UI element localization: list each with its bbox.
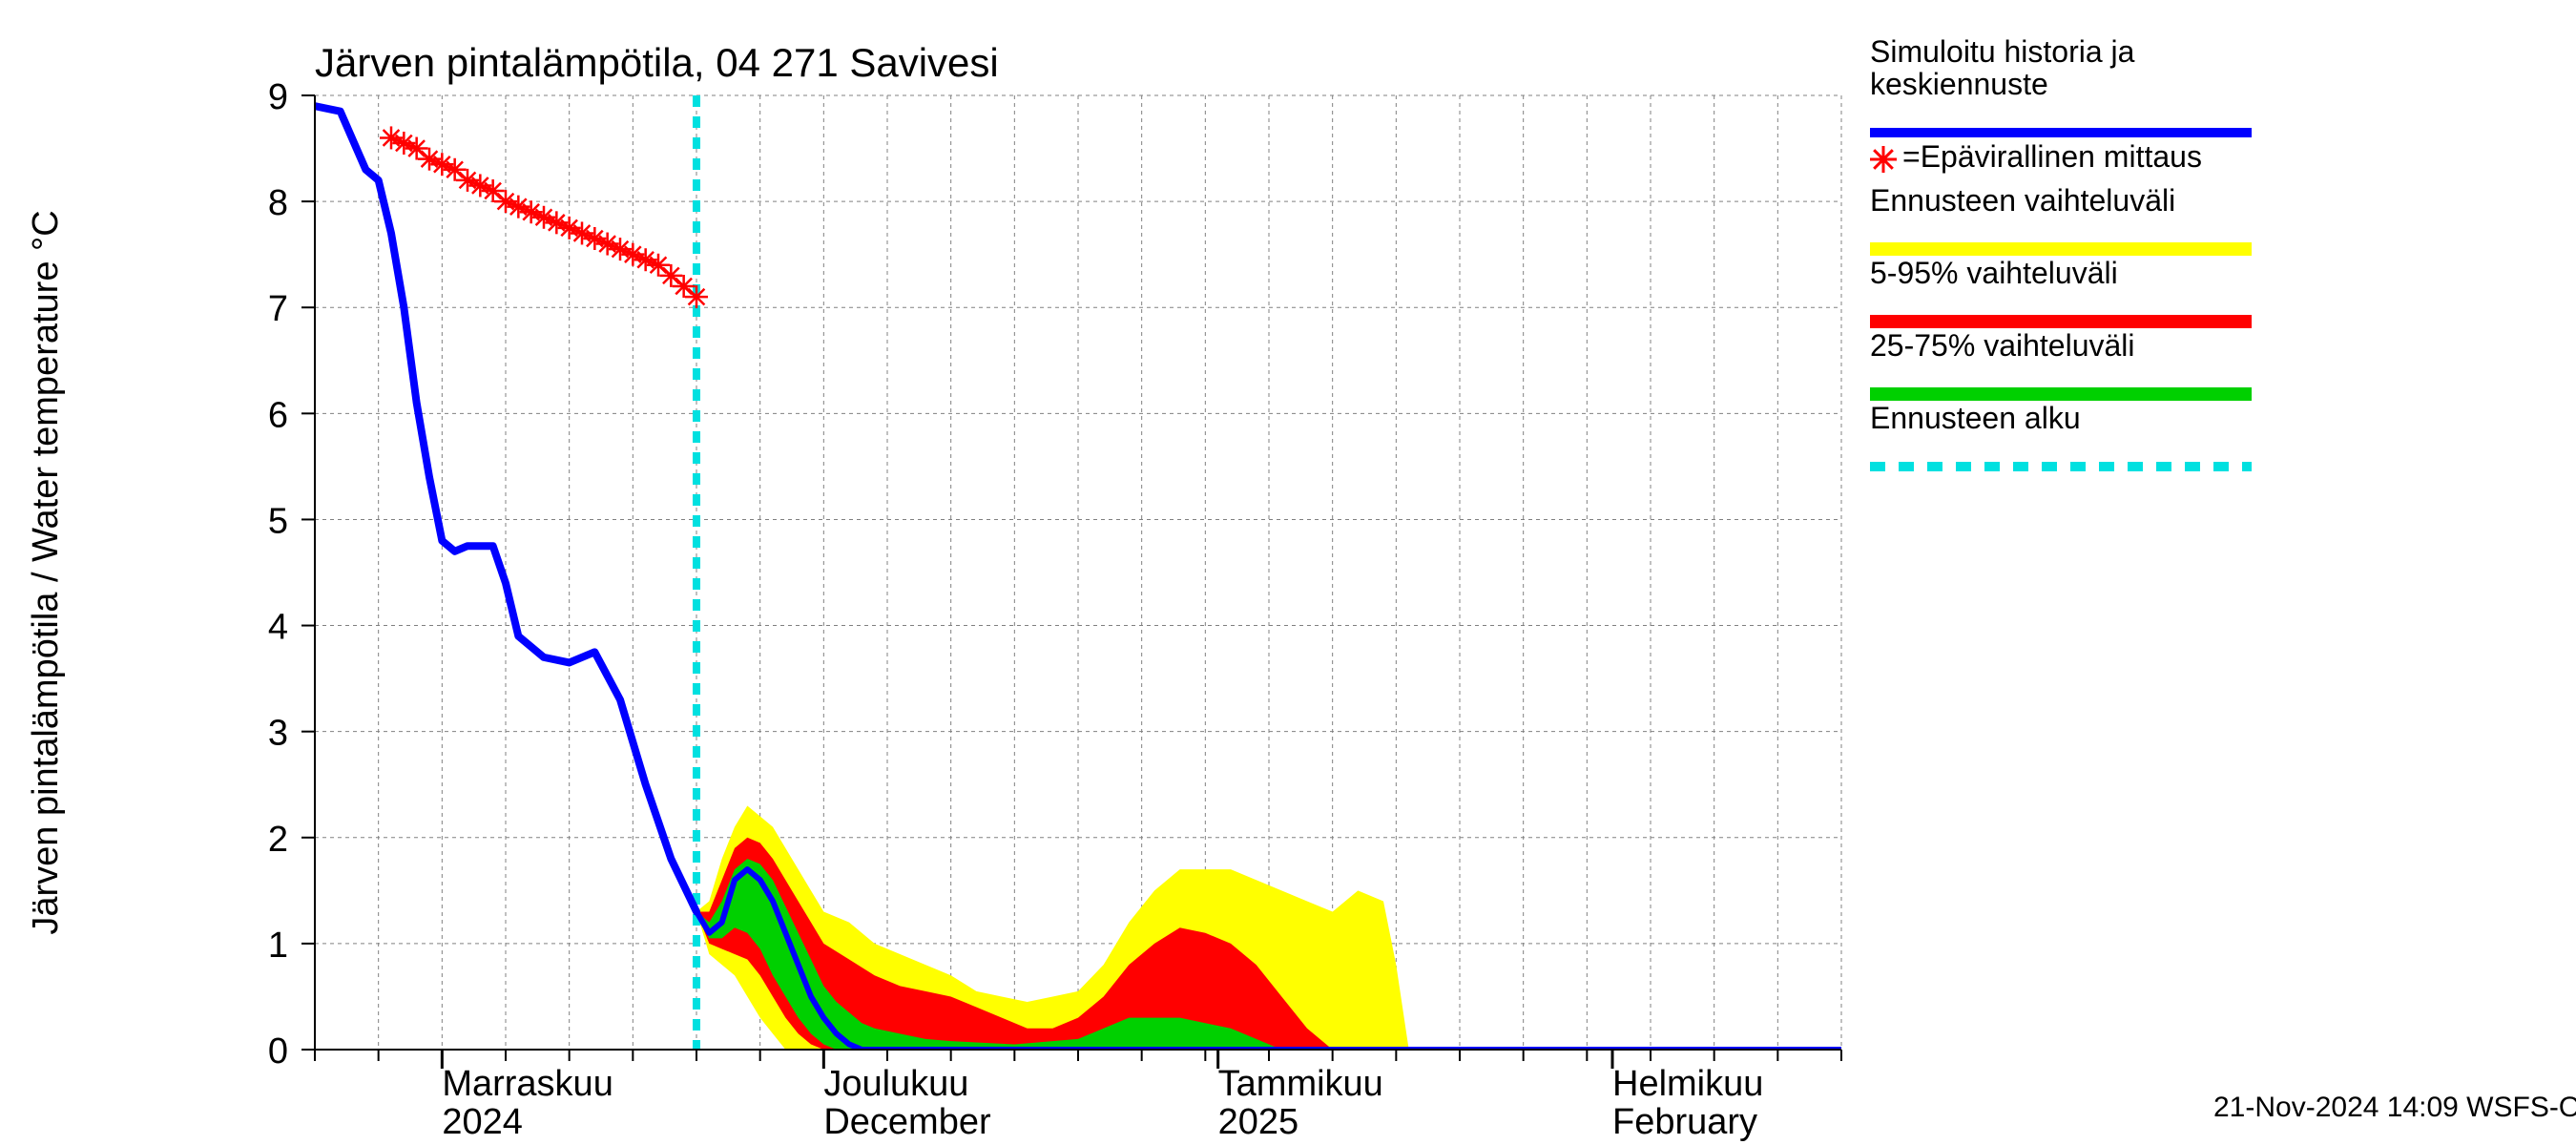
svg-text:Simuloitu historia ja: Simuloitu historia ja bbox=[1870, 34, 2135, 69]
svg-text:9: 9 bbox=[268, 77, 288, 117]
svg-text:December: December bbox=[823, 1102, 991, 1142]
chart-container: 0 1 2 3 4 5 6 7 8 9 Marraskuu2024 JoulukuuDecember T… bbox=[0, 0, 2576, 1145]
svg-text:1: 1 bbox=[268, 926, 288, 966]
chart-svg: 0 1 2 3 4 5 6 7 8 9 Marraskuu2024 JoulukuuDecember T… bbox=[0, 0, 2576, 1145]
svg-text:2024: 2024 bbox=[442, 1102, 523, 1142]
svg-text:5: 5 bbox=[268, 501, 288, 541]
svg-text:0: 0 bbox=[268, 1031, 288, 1072]
svg-text:3: 3 bbox=[268, 714, 288, 754]
svg-text:5-95% vaihteluväli: 5-95% vaihteluväli bbox=[1870, 256, 2118, 290]
svg-text:6: 6 bbox=[268, 395, 288, 435]
svg-text:Ennusteen alku: Ennusteen alku bbox=[1870, 401, 2081, 435]
chart-title: Järven pintalämpötila, 04 271 Savivesi bbox=[315, 40, 999, 85]
svg-text:Tammikuu: Tammikuu bbox=[1218, 1064, 1383, 1104]
svg-text:7: 7 bbox=[268, 289, 288, 329]
svg-text:2: 2 bbox=[268, 820, 288, 860]
svg-text:Ennusteen vaihteluväli: Ennusteen vaihteluväli bbox=[1870, 183, 2175, 218]
timestamp: 21-Nov-2024 14:09 WSFS-O bbox=[2213, 1092, 2576, 1123]
svg-text:=Epävirallinen mittaus: =Epävirallinen mittaus bbox=[1902, 139, 2202, 174]
svg-text:Helmikuu: Helmikuu bbox=[1612, 1064, 1763, 1104]
svg-text:25-75% vaihteluväli: 25-75% vaihteluväli bbox=[1870, 328, 2135, 363]
svg-text:2025: 2025 bbox=[1218, 1102, 1299, 1142]
svg-text:February: February bbox=[1612, 1102, 1757, 1142]
svg-text:4: 4 bbox=[268, 608, 288, 648]
y-axis-label: Järven pintalämpötila / Water temperatur… bbox=[26, 210, 66, 934]
svg-text:keskiennuste: keskiennuste bbox=[1870, 67, 2048, 101]
svg-text:8: 8 bbox=[268, 183, 288, 223]
svg-text:Marraskuu: Marraskuu bbox=[442, 1064, 613, 1104]
svg-text:Joulukuu: Joulukuu bbox=[823, 1064, 968, 1104]
